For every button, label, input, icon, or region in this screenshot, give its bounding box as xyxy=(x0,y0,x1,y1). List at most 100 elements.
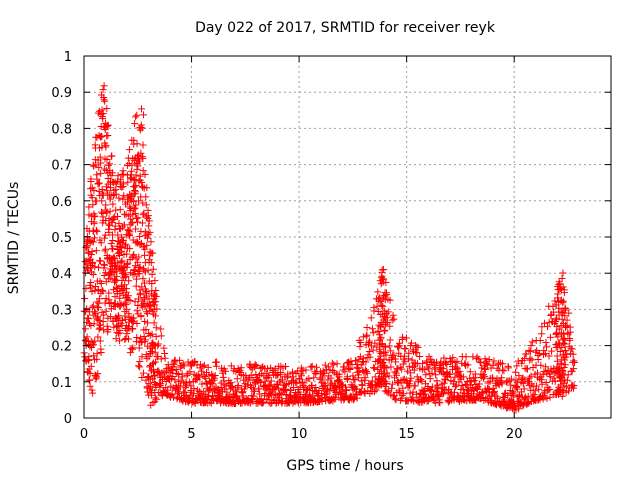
data-point xyxy=(534,355,542,363)
data-point xyxy=(131,120,139,128)
data-point xyxy=(381,363,389,371)
data-point xyxy=(100,260,108,268)
data-point xyxy=(148,280,156,288)
data-point xyxy=(485,356,493,364)
data-point xyxy=(559,283,567,291)
data-point xyxy=(467,378,475,386)
data-point xyxy=(131,188,139,196)
data-point xyxy=(378,374,386,382)
data-point xyxy=(319,374,327,382)
data-point xyxy=(133,320,141,328)
data-point xyxy=(523,365,531,373)
data-point xyxy=(117,175,125,183)
data-point xyxy=(136,363,144,371)
data-point xyxy=(425,365,433,373)
data-point xyxy=(150,371,158,379)
data-point xyxy=(106,160,114,168)
data-point xyxy=(99,115,107,123)
data-point xyxy=(160,344,168,352)
data-point xyxy=(519,380,527,388)
data-point xyxy=(252,362,260,370)
data-point xyxy=(88,288,96,296)
data-point xyxy=(133,275,141,283)
data-point xyxy=(105,289,113,297)
data-point xyxy=(141,171,149,179)
data-point xyxy=(209,393,217,401)
data-point xyxy=(138,179,146,187)
data-point xyxy=(157,380,165,388)
data-point xyxy=(543,323,551,331)
data-point xyxy=(440,354,448,362)
data-point xyxy=(525,347,533,355)
data-point xyxy=(145,217,153,225)
data-point xyxy=(222,367,230,375)
data-point xyxy=(124,178,132,186)
data-point xyxy=(100,96,108,104)
data-point xyxy=(535,385,543,393)
data-point xyxy=(138,353,146,361)
data-point xyxy=(125,146,133,154)
data-point xyxy=(369,346,377,354)
data-point xyxy=(144,212,152,220)
data-point xyxy=(102,201,110,209)
data-point xyxy=(128,167,136,175)
data-point xyxy=(141,338,149,346)
data-point xyxy=(515,372,523,380)
data-point xyxy=(118,183,126,191)
data-point xyxy=(526,355,534,363)
data-point xyxy=(148,330,156,338)
data-point xyxy=(94,313,102,321)
data-point xyxy=(134,162,142,170)
data-point xyxy=(527,372,535,380)
data-point xyxy=(327,374,335,382)
data-point xyxy=(133,333,141,341)
data-point xyxy=(102,141,110,149)
data-point xyxy=(199,363,207,371)
data-point xyxy=(446,370,454,378)
data-point xyxy=(157,332,165,340)
data-point xyxy=(123,326,131,334)
data-point xyxy=(370,388,378,396)
data-point xyxy=(101,97,109,105)
y-tick-labels: 0 0.1 0.2 0.3 0.4 0.5 0.6 0.7 0.8 0.9 1 xyxy=(51,50,72,427)
data-point xyxy=(418,377,426,385)
data-point xyxy=(302,366,310,374)
data-point xyxy=(433,377,441,385)
data-point xyxy=(89,271,97,279)
data-point xyxy=(142,193,150,201)
data-point xyxy=(387,347,395,355)
data-point xyxy=(382,343,390,351)
data-point xyxy=(357,339,365,347)
data-point xyxy=(355,371,363,379)
data-point xyxy=(148,270,156,278)
data-point xyxy=(104,121,112,129)
data-point xyxy=(525,374,533,382)
data-point xyxy=(428,369,436,377)
data-point xyxy=(124,292,132,300)
data-point xyxy=(149,265,157,273)
data-point xyxy=(109,191,117,199)
data-point xyxy=(396,363,404,371)
data-point xyxy=(538,380,546,388)
data-point xyxy=(134,197,142,205)
data-point xyxy=(153,305,161,313)
data-point xyxy=(446,358,454,366)
data-point xyxy=(490,388,498,396)
data-point xyxy=(386,296,394,304)
data-point xyxy=(354,364,362,372)
data-point xyxy=(406,389,414,397)
data-point xyxy=(383,388,391,396)
data-point xyxy=(439,390,447,398)
data-point xyxy=(93,350,101,358)
data-point xyxy=(86,239,94,247)
data-point xyxy=(551,377,559,385)
data-point xyxy=(118,257,126,265)
data-point xyxy=(119,180,127,188)
data-point xyxy=(97,169,105,177)
y-tick-label: 0.3 xyxy=(51,303,72,318)
data-point xyxy=(329,367,337,375)
data-point xyxy=(475,380,483,388)
data-point xyxy=(135,270,143,278)
data-point xyxy=(559,368,567,376)
data-point xyxy=(466,368,474,376)
